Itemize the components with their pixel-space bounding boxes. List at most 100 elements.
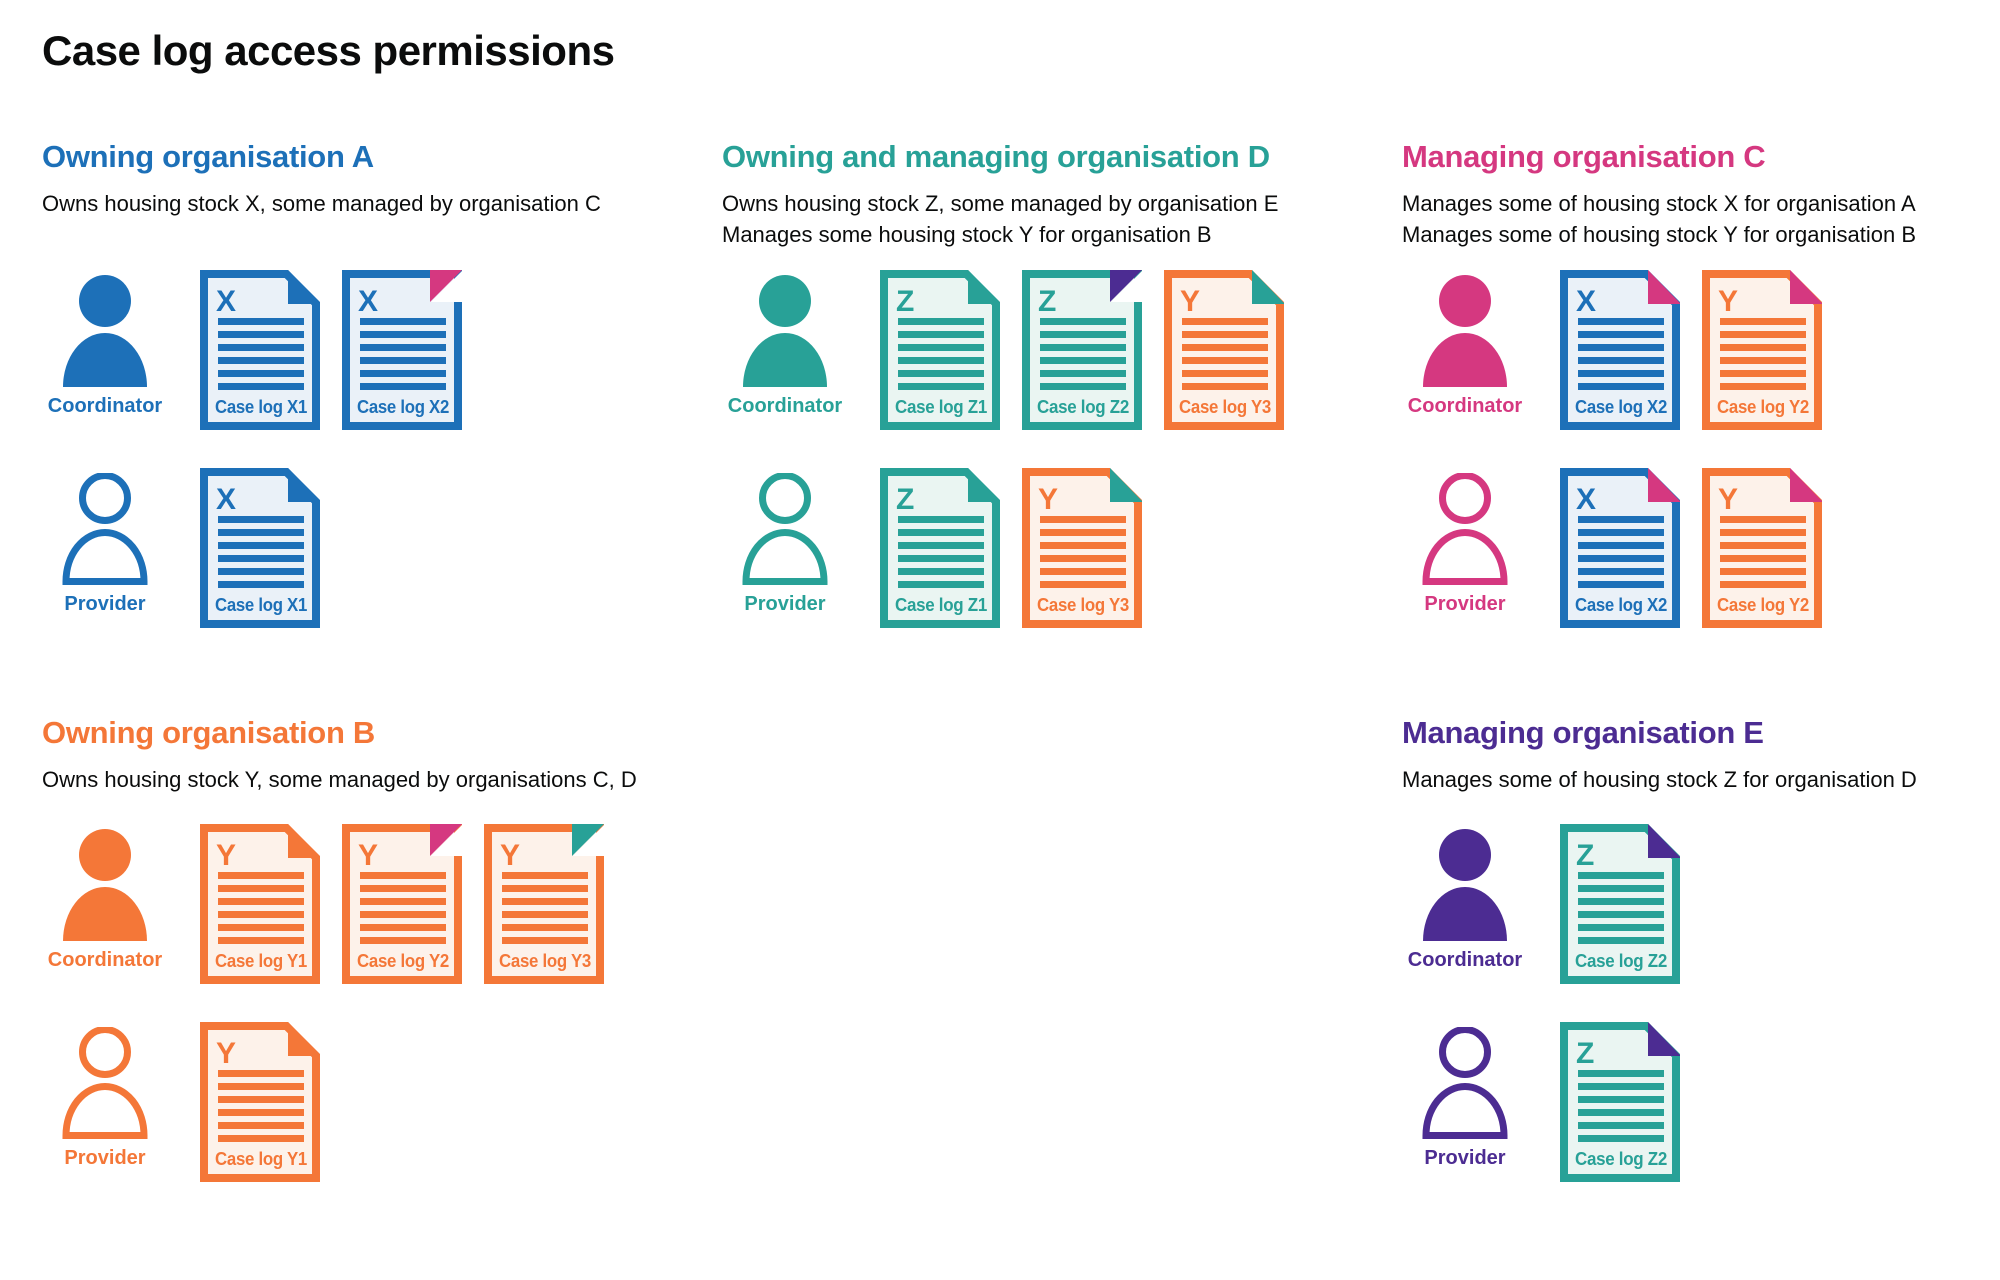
text-line <box>1578 318 1664 325</box>
case-log-document: Y Case log Y2 <box>1702 468 1822 628</box>
folded-corner-icon <box>1648 824 1680 858</box>
case-log-list: X Case log X1 X Case log X2 <box>200 270 462 430</box>
coordinator-figure: Coordinator <box>42 270 168 418</box>
text-line <box>1182 318 1268 325</box>
text-line <box>218 357 304 364</box>
person-head <box>79 473 131 524</box>
text-line <box>1720 357 1806 364</box>
text-line <box>1040 344 1126 351</box>
text-line <box>1578 872 1664 879</box>
text-line <box>1040 568 1126 575</box>
person-body <box>1423 333 1507 387</box>
shared-corner-icon <box>572 824 604 856</box>
folded-corner-icon <box>1790 468 1822 502</box>
stock-letter: X <box>1576 285 1596 318</box>
coordinator-person-icon <box>1423 829 1507 941</box>
role-label: Coordinator <box>47 395 163 417</box>
case-log-label: Case log Z2 <box>1575 951 1667 971</box>
stock-letter: Z <box>896 285 914 318</box>
case-log-label: Case log Z1 <box>895 595 987 615</box>
stock-letter: X <box>216 285 236 318</box>
stock-letter: Y <box>216 1037 236 1070</box>
text-line <box>218 516 304 523</box>
role-label: Coordinator <box>1407 395 1523 417</box>
role-label: Provider <box>1424 1147 1506 1169</box>
coordinator-figure: Coordinator <box>1402 270 1528 418</box>
text-line <box>218 1070 304 1077</box>
text-line <box>360 898 446 905</box>
person-body <box>63 887 147 941</box>
text-line <box>1578 1096 1664 1103</box>
text-line <box>360 370 446 377</box>
text-line <box>1040 331 1126 338</box>
text-line <box>1578 885 1664 892</box>
case-log-document: X Case log X1 <box>200 468 320 628</box>
org-section-d: Owning and managing organisation D Owns h… <box>722 138 1382 666</box>
text-line <box>1040 357 1126 364</box>
role-label: Provider <box>744 593 826 615</box>
text-line <box>898 581 984 588</box>
case-log-list: Y Case log Y1 <box>200 1022 320 1182</box>
role-label: Provider <box>64 593 146 615</box>
text-line <box>360 872 446 879</box>
text-line <box>1578 1122 1664 1129</box>
person-head <box>1439 1027 1491 1078</box>
text-line <box>898 516 984 523</box>
case-log-label: Case log Y3 <box>1037 595 1129 615</box>
provider-figure: Provider <box>722 468 848 616</box>
access-row-coordinator: Coordinator Z Case log Z2 <box>1402 824 1982 984</box>
text-line <box>360 383 446 390</box>
case-log-document: X Case log X1 <box>200 270 320 430</box>
org-section-b: Owning organisation B Owns housing stock … <box>42 714 702 1220</box>
page-title: Case log access permissions <box>42 27 615 74</box>
person-body <box>1422 529 1508 585</box>
access-row-coordinator: Coordinator Y Case log Y1 Y Case log Y2 Y Case… <box>42 824 702 984</box>
text-line <box>898 370 984 377</box>
text-line <box>1578 924 1664 931</box>
provider-person-icon <box>62 1027 148 1139</box>
text-line <box>218 318 304 325</box>
org-subtitle-line: Owns housing stock Y, some managed by or… <box>42 767 637 792</box>
text-line <box>898 542 984 549</box>
folded-corner-icon <box>968 468 1000 502</box>
coordinator-person-icon <box>743 275 827 387</box>
case-log-list: X Case log X2 Y Case log Y2 <box>1560 270 1822 430</box>
case-log-label: Case log Z2 <box>1575 1149 1667 1169</box>
text-line <box>1578 344 1664 351</box>
org-heading: Owning organisation A <box>42 139 374 174</box>
text-line <box>1578 383 1664 390</box>
access-row-provider: Provider Z Case log Z2 <box>1402 1022 1982 1182</box>
stock-letter: X <box>216 483 236 516</box>
text-line <box>1720 516 1806 523</box>
person-body <box>1423 887 1507 941</box>
folded-corner-icon <box>1110 468 1142 502</box>
case-log-label: Case log Y2 <box>1717 397 1809 417</box>
text-line <box>218 872 304 879</box>
text-line <box>898 568 984 575</box>
text-line <box>502 885 588 892</box>
provider-figure: Provider <box>42 468 168 616</box>
org-subtitle: Manages some of housing stock Z for orga… <box>1402 764 1982 808</box>
text-line <box>218 924 304 931</box>
text-line <box>1720 370 1806 377</box>
text-line <box>898 318 984 325</box>
case-log-label: Case log Y1 <box>215 951 307 971</box>
case-log-label: Case log Z1 <box>895 397 987 417</box>
text-line <box>360 911 446 918</box>
shared-corner-icon <box>1110 270 1142 302</box>
text-line <box>1578 1109 1664 1116</box>
role-label: Coordinator <box>47 949 163 971</box>
provider-person-icon <box>62 473 148 585</box>
text-line <box>1578 898 1664 905</box>
case-log-label: Case log X1 <box>215 595 307 615</box>
case-log-document: X Case log X2 <box>1560 270 1680 430</box>
text-line <box>1040 529 1126 536</box>
folded-corner-icon <box>1648 468 1680 502</box>
org-heading: Owning organisation B <box>42 715 375 750</box>
access-row-provider: Provider Z Case log Z1 Y Case log Y3 <box>722 468 1382 628</box>
org-heading: Managing organisation E <box>1402 715 1764 750</box>
text-line <box>1182 383 1268 390</box>
text-line <box>898 383 984 390</box>
org-section-a: Owning organisation A Owns housing stock … <box>42 138 702 666</box>
text-line <box>360 331 446 338</box>
